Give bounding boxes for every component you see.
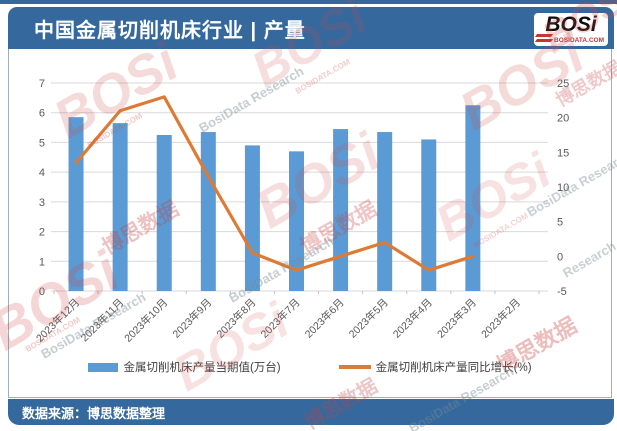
bar-2023年5月 xyxy=(377,132,393,291)
page-title: 中国金属切削机床行业 | 产量 xyxy=(34,19,306,42)
right-axis-label: 5 xyxy=(557,217,563,229)
x-label-2023年6月: 2023年6月 xyxy=(302,296,347,341)
right-axis-label: 20 xyxy=(557,113,569,125)
bosi-logo-domain: BOSIDATA.COM xyxy=(554,37,604,44)
logo-stripe-icon xyxy=(534,39,554,42)
header-bar: 中国金属切削机床行业 | 产量 BOSi BOSIDATA.COM xyxy=(8,7,614,49)
x-label-2023年2月: 2023年2月 xyxy=(478,296,523,341)
right-axis-label: 15 xyxy=(557,147,569,159)
left-axis-label: 4 xyxy=(39,167,45,179)
left-axis-label: 2 xyxy=(39,227,45,239)
yoy-growth-line xyxy=(74,95,475,272)
top-border-strip xyxy=(0,0,617,4)
bar-2023年11月 xyxy=(112,123,128,291)
bar-2023年7月 xyxy=(289,151,304,291)
line-series-swatch-icon xyxy=(338,365,371,369)
left-axis-label: 7 xyxy=(39,78,45,90)
bar-2023年10月 xyxy=(156,135,172,291)
right-axis-label: -5 xyxy=(557,286,567,298)
x-label-2023年12月: 2023年12月 xyxy=(33,296,82,345)
left-axis-label: 5 xyxy=(39,137,45,149)
right-axis-label: 25 xyxy=(557,78,569,90)
footer-bar: 数据来源：博思数据整理 xyxy=(8,399,614,425)
right-axis-label: 10 xyxy=(557,182,569,194)
bar-2023年8月 xyxy=(244,145,260,291)
left-axis-label: 0 xyxy=(39,286,45,298)
bar-2023年12月 xyxy=(68,117,84,292)
left-axis-label: 1 xyxy=(39,256,45,268)
logo-stripe-icon xyxy=(534,34,554,37)
x-label-2023年7月: 2023年7月 xyxy=(258,296,303,341)
left-axis-label: 6 xyxy=(39,108,45,120)
chart-panel: 0 1 2 3 4 5 6 7 -5 0 5 10 15 20 25 2023年12月 2023年11月 2023… xyxy=(8,49,612,398)
x-label-2023年11月: 2023年11月 xyxy=(78,296,126,344)
chart-legend: 金属切削机床产量当期值(万台) 金属切削机床产量同比增长(%) xyxy=(9,359,611,375)
bar-2023年9月 xyxy=(200,132,216,291)
data-source-text: 数据来源：博思数据整理 xyxy=(22,405,166,421)
bar-2023年6月 xyxy=(333,129,349,291)
legend-line-label: 金属切削机床产量同比增长(%) xyxy=(375,362,532,374)
x-label-2023年5月: 2023年5月 xyxy=(346,296,391,341)
x-label-2023年8月: 2023年8月 xyxy=(214,296,259,341)
x-label-2023年10月: 2023年10月 xyxy=(122,296,171,345)
right-axis-label: 0 xyxy=(557,251,563,263)
x-label-2023年3月: 2023年3月 xyxy=(434,296,479,341)
bar-2023年3月 xyxy=(465,105,481,292)
legend-item-bar: 金属切削机床产量当期值(万台) xyxy=(88,359,281,375)
bosi-logo: BOSi BOSIDATA.COM xyxy=(534,13,608,46)
left-axis-label: 3 xyxy=(39,197,45,209)
legend-bar-label: 金属切削机床产量当期值(万台) xyxy=(123,362,281,374)
bar-series-swatch-icon xyxy=(88,362,119,372)
bar-2023年4月 xyxy=(421,139,437,291)
legend-item-line: 金属切削机床产量同比增长(%) xyxy=(338,359,532,375)
combo-chart: 01234567-505101520252023年12月2023年11月2023… xyxy=(33,78,569,345)
x-label-2023年4月: 2023年4月 xyxy=(390,296,435,341)
x-label-2023年9月: 2023年9月 xyxy=(170,296,215,341)
bosi-logo-text: BOSi xyxy=(545,13,597,36)
